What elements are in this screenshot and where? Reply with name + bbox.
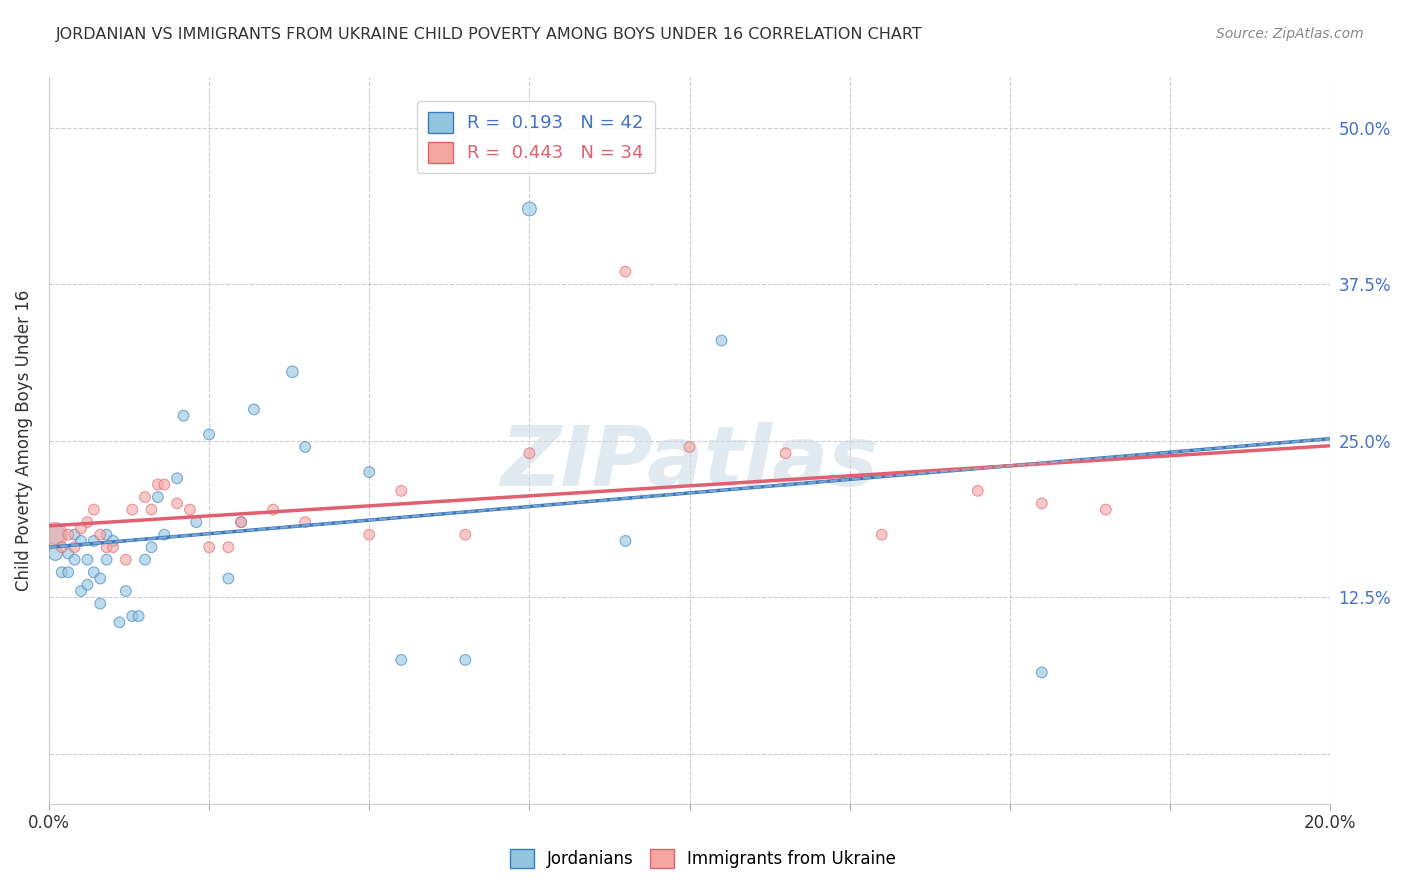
Point — [76, 578, 98, 592]
Point — [217, 572, 239, 586]
Point — [76, 552, 98, 566]
Point — [166, 471, 188, 485]
Point — [454, 527, 477, 541]
Point — [231, 515, 253, 529]
Point — [179, 502, 201, 516]
Point — [198, 540, 221, 554]
Point — [198, 427, 221, 442]
Point — [101, 533, 124, 548]
Point — [186, 515, 208, 529]
Point — [128, 609, 150, 624]
Point — [96, 540, 118, 554]
Point — [146, 490, 169, 504]
Legend: Jordanians, Immigrants from Ukraine: Jordanians, Immigrants from Ukraine — [503, 842, 903, 875]
Point — [134, 552, 156, 566]
Point — [83, 502, 105, 516]
Point — [44, 546, 66, 560]
Point — [96, 552, 118, 566]
Point — [44, 527, 66, 541]
Point — [262, 502, 284, 516]
Point — [134, 490, 156, 504]
Point — [231, 515, 253, 529]
Point — [359, 465, 381, 479]
Text: ZIPatlas: ZIPatlas — [501, 422, 879, 503]
Point — [63, 552, 86, 566]
Point — [519, 446, 541, 460]
Point — [614, 533, 637, 548]
Point — [141, 540, 163, 554]
Point — [51, 566, 73, 580]
Point — [70, 584, 93, 599]
Point — [294, 440, 316, 454]
Point — [63, 527, 86, 541]
Point — [56, 527, 79, 541]
Point — [166, 496, 188, 510]
Point — [56, 546, 79, 560]
Point — [966, 483, 988, 498]
Point — [243, 402, 266, 417]
Point — [101, 540, 124, 554]
Point — [519, 202, 541, 216]
Point — [121, 609, 143, 624]
Point — [114, 552, 136, 566]
Point — [63, 540, 86, 554]
Point — [678, 440, 700, 454]
Point — [89, 572, 111, 586]
Point — [775, 446, 797, 460]
Text: JORDANIAN VS IMMIGRANTS FROM UKRAINE CHILD POVERTY AMONG BOYS UNDER 16 CORRELATI: JORDANIAN VS IMMIGRANTS FROM UKRAINE CHI… — [56, 27, 922, 42]
Point — [108, 615, 131, 630]
Point — [51, 540, 73, 554]
Point — [141, 502, 163, 516]
Point — [70, 533, 93, 548]
Point — [121, 502, 143, 516]
Text: Source: ZipAtlas.com: Source: ZipAtlas.com — [1216, 27, 1364, 41]
Point — [76, 515, 98, 529]
Point — [1031, 496, 1053, 510]
Point — [146, 477, 169, 491]
Point — [70, 521, 93, 535]
Point — [1095, 502, 1118, 516]
Point — [389, 653, 412, 667]
Point — [359, 527, 381, 541]
Point — [96, 527, 118, 541]
Point — [710, 334, 733, 348]
Legend: R =  0.193   N = 42, R =  0.443   N = 34: R = 0.193 N = 42, R = 0.443 N = 34 — [416, 101, 655, 173]
Point — [1031, 665, 1053, 680]
Point — [153, 477, 176, 491]
Point — [89, 527, 111, 541]
Point — [454, 653, 477, 667]
Point — [114, 584, 136, 599]
Point — [389, 483, 412, 498]
Point — [217, 540, 239, 554]
Point — [56, 566, 79, 580]
Point — [614, 264, 637, 278]
Point — [294, 515, 316, 529]
Point — [870, 527, 893, 541]
Point — [44, 527, 66, 541]
Point — [173, 409, 195, 423]
Point — [281, 365, 304, 379]
Point — [89, 597, 111, 611]
Point — [83, 533, 105, 548]
Point — [83, 566, 105, 580]
Point — [153, 527, 176, 541]
Y-axis label: Child Poverty Among Boys Under 16: Child Poverty Among Boys Under 16 — [15, 290, 32, 591]
